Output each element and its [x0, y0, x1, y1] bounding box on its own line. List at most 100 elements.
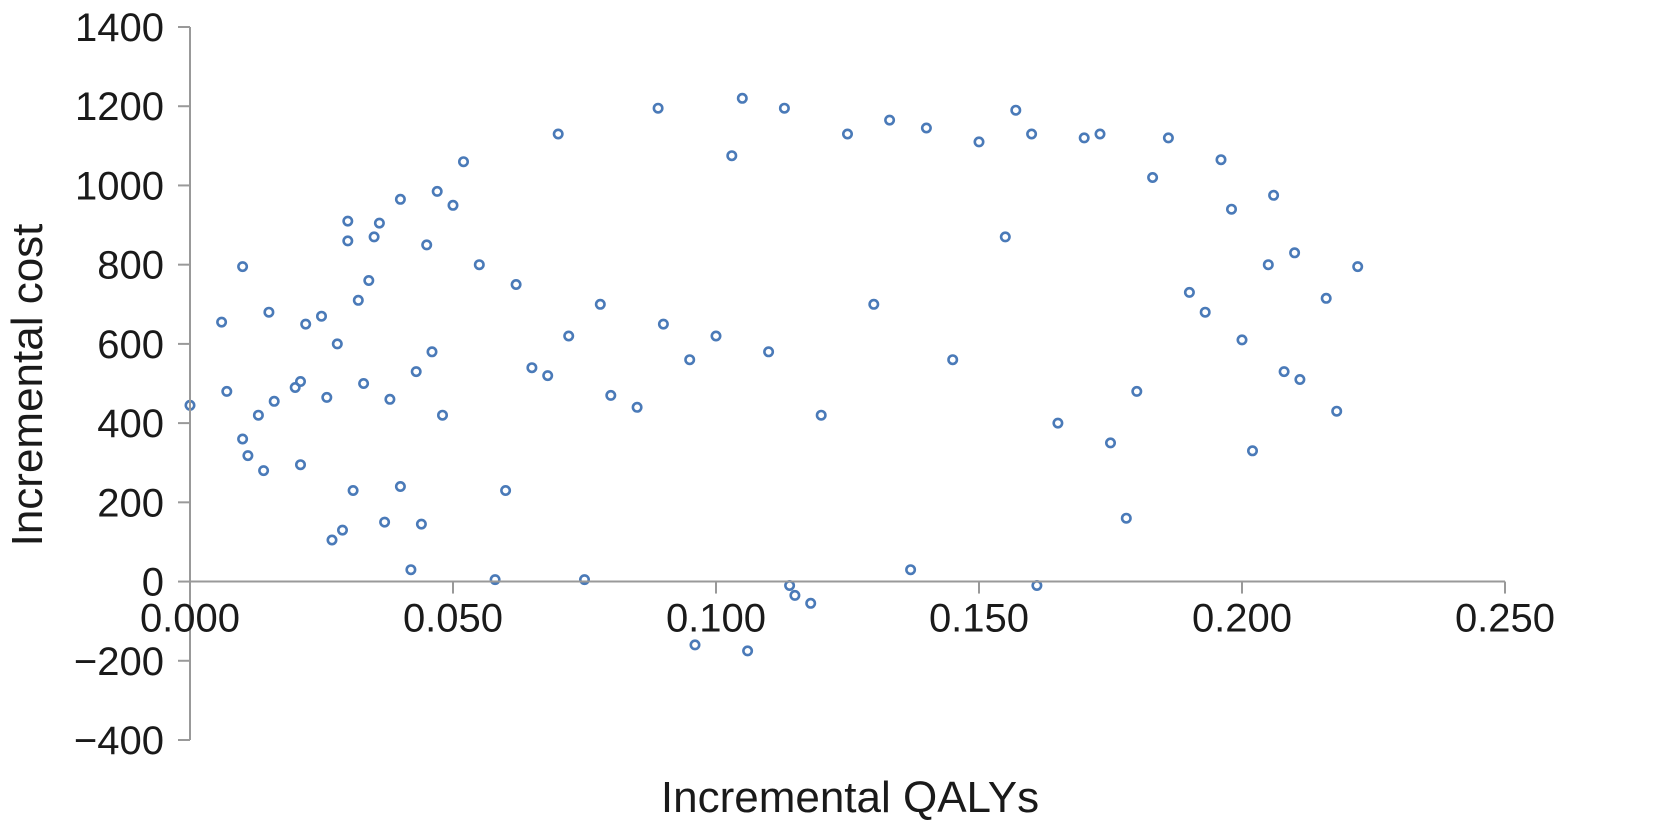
scatter-point — [605, 389, 617, 401]
scatter-point — [594, 298, 606, 310]
x-tick-label: 0.050 — [403, 597, 503, 641]
scatter-point — [221, 385, 233, 397]
scatter-point — [1078, 132, 1090, 144]
scatter-point — [805, 597, 817, 609]
axes-layer — [178, 26, 1506, 741]
scatter-point — [1162, 132, 1174, 144]
scatter-point — [410, 366, 422, 378]
y-tick-label: 800 — [97, 244, 164, 288]
scatter-point — [999, 231, 1011, 243]
x-tick-label: 0.100 — [666, 597, 766, 641]
x-tick-label: 0.200 — [1192, 597, 1292, 641]
scatter-point — [394, 480, 406, 492]
scatter-point — [431, 185, 443, 197]
scatter-point — [1236, 334, 1248, 346]
scatter-point — [710, 330, 722, 342]
scatter-point — [1352, 261, 1364, 273]
scatter-point — [242, 450, 254, 462]
scatter-point — [652, 102, 664, 114]
y-tick-label: 400 — [97, 402, 164, 446]
scatter-point — [841, 128, 853, 140]
scatter-point — [657, 318, 669, 330]
y-axis-title: Incremental cost — [3, 224, 52, 547]
scatter-point — [315, 310, 327, 322]
scatter-point — [631, 401, 643, 413]
scatter-point — [300, 318, 312, 330]
scatter-point — [689, 639, 701, 651]
scatter-point — [347, 484, 359, 496]
scatter-point — [363, 274, 375, 286]
scatter-point — [342, 235, 354, 247]
scatter-point — [447, 199, 459, 211]
scatter-point — [263, 306, 275, 318]
scatter-point — [973, 136, 985, 148]
scatter-point — [1010, 104, 1022, 116]
scatter-point — [1294, 373, 1306, 385]
scatter-point — [342, 215, 354, 227]
scatter-point — [1183, 286, 1195, 298]
scatter-point — [1278, 366, 1290, 378]
scatter-point — [394, 193, 406, 205]
scatter-point — [1289, 247, 1301, 259]
y-tick-label: −400 — [74, 719, 164, 763]
y-tick-label: 1400 — [75, 6, 164, 50]
scatter-point — [578, 574, 590, 586]
scatter-point — [426, 346, 438, 358]
scatter-point — [1026, 128, 1038, 140]
scatter-point — [237, 261, 249, 273]
scatter-point — [294, 375, 306, 387]
scatter-point — [784, 579, 796, 591]
scatter-point — [510, 278, 522, 290]
scatter-point — [1105, 437, 1117, 449]
y-tick-label: 1200 — [75, 85, 164, 129]
scatter-point — [252, 409, 264, 421]
scatter-point — [1226, 203, 1238, 215]
scatter-point — [789, 589, 801, 601]
scatter-point — [1131, 385, 1143, 397]
scatter-point — [379, 516, 391, 528]
scatter-point — [358, 377, 370, 389]
scatter-point — [1147, 172, 1159, 184]
scatter-point — [489, 574, 501, 586]
scatter-point — [373, 217, 385, 229]
x-tick-label: 0.000 — [140, 597, 240, 641]
scatter-point — [268, 395, 280, 407]
scatter-point — [542, 370, 554, 382]
scatter-point — [421, 239, 433, 251]
scatter-point — [905, 564, 917, 576]
scatter-point — [1247, 445, 1259, 457]
scatter-point — [321, 391, 333, 403]
scatter-point — [1262, 259, 1274, 271]
scatter-point — [352, 294, 364, 306]
scatter-point — [289, 381, 301, 393]
scatter-point — [415, 518, 427, 530]
x-tick-label: 0.250 — [1455, 597, 1555, 641]
scatter-point — [1331, 405, 1343, 417]
points-layer — [184, 92, 1364, 657]
y-tick-label: 200 — [97, 481, 164, 525]
scatter-point — [778, 102, 790, 114]
scatter-point — [763, 346, 775, 358]
x-axis-title: Incremental QALYs — [661, 773, 1039, 822]
scatter-point — [1215, 154, 1227, 166]
scatter-point — [1052, 417, 1064, 429]
scatter-point — [326, 534, 338, 546]
scatter-point — [815, 409, 827, 421]
scatter-point — [884, 114, 896, 126]
y-tick-label: 600 — [97, 323, 164, 367]
scatter-point — [868, 298, 880, 310]
scatter-point — [473, 259, 485, 271]
scatter-point — [736, 92, 748, 104]
scatter-point — [526, 362, 538, 374]
scatter-point — [237, 433, 249, 445]
scatter-point — [384, 393, 396, 405]
y-tick-label: −200 — [74, 640, 164, 684]
scatter-point — [436, 409, 448, 421]
scatter-point — [726, 150, 738, 162]
scatter-point — [336, 524, 348, 536]
scatter-point — [684, 354, 696, 366]
scatter-point — [947, 354, 959, 366]
scatter-point — [1268, 189, 1280, 201]
